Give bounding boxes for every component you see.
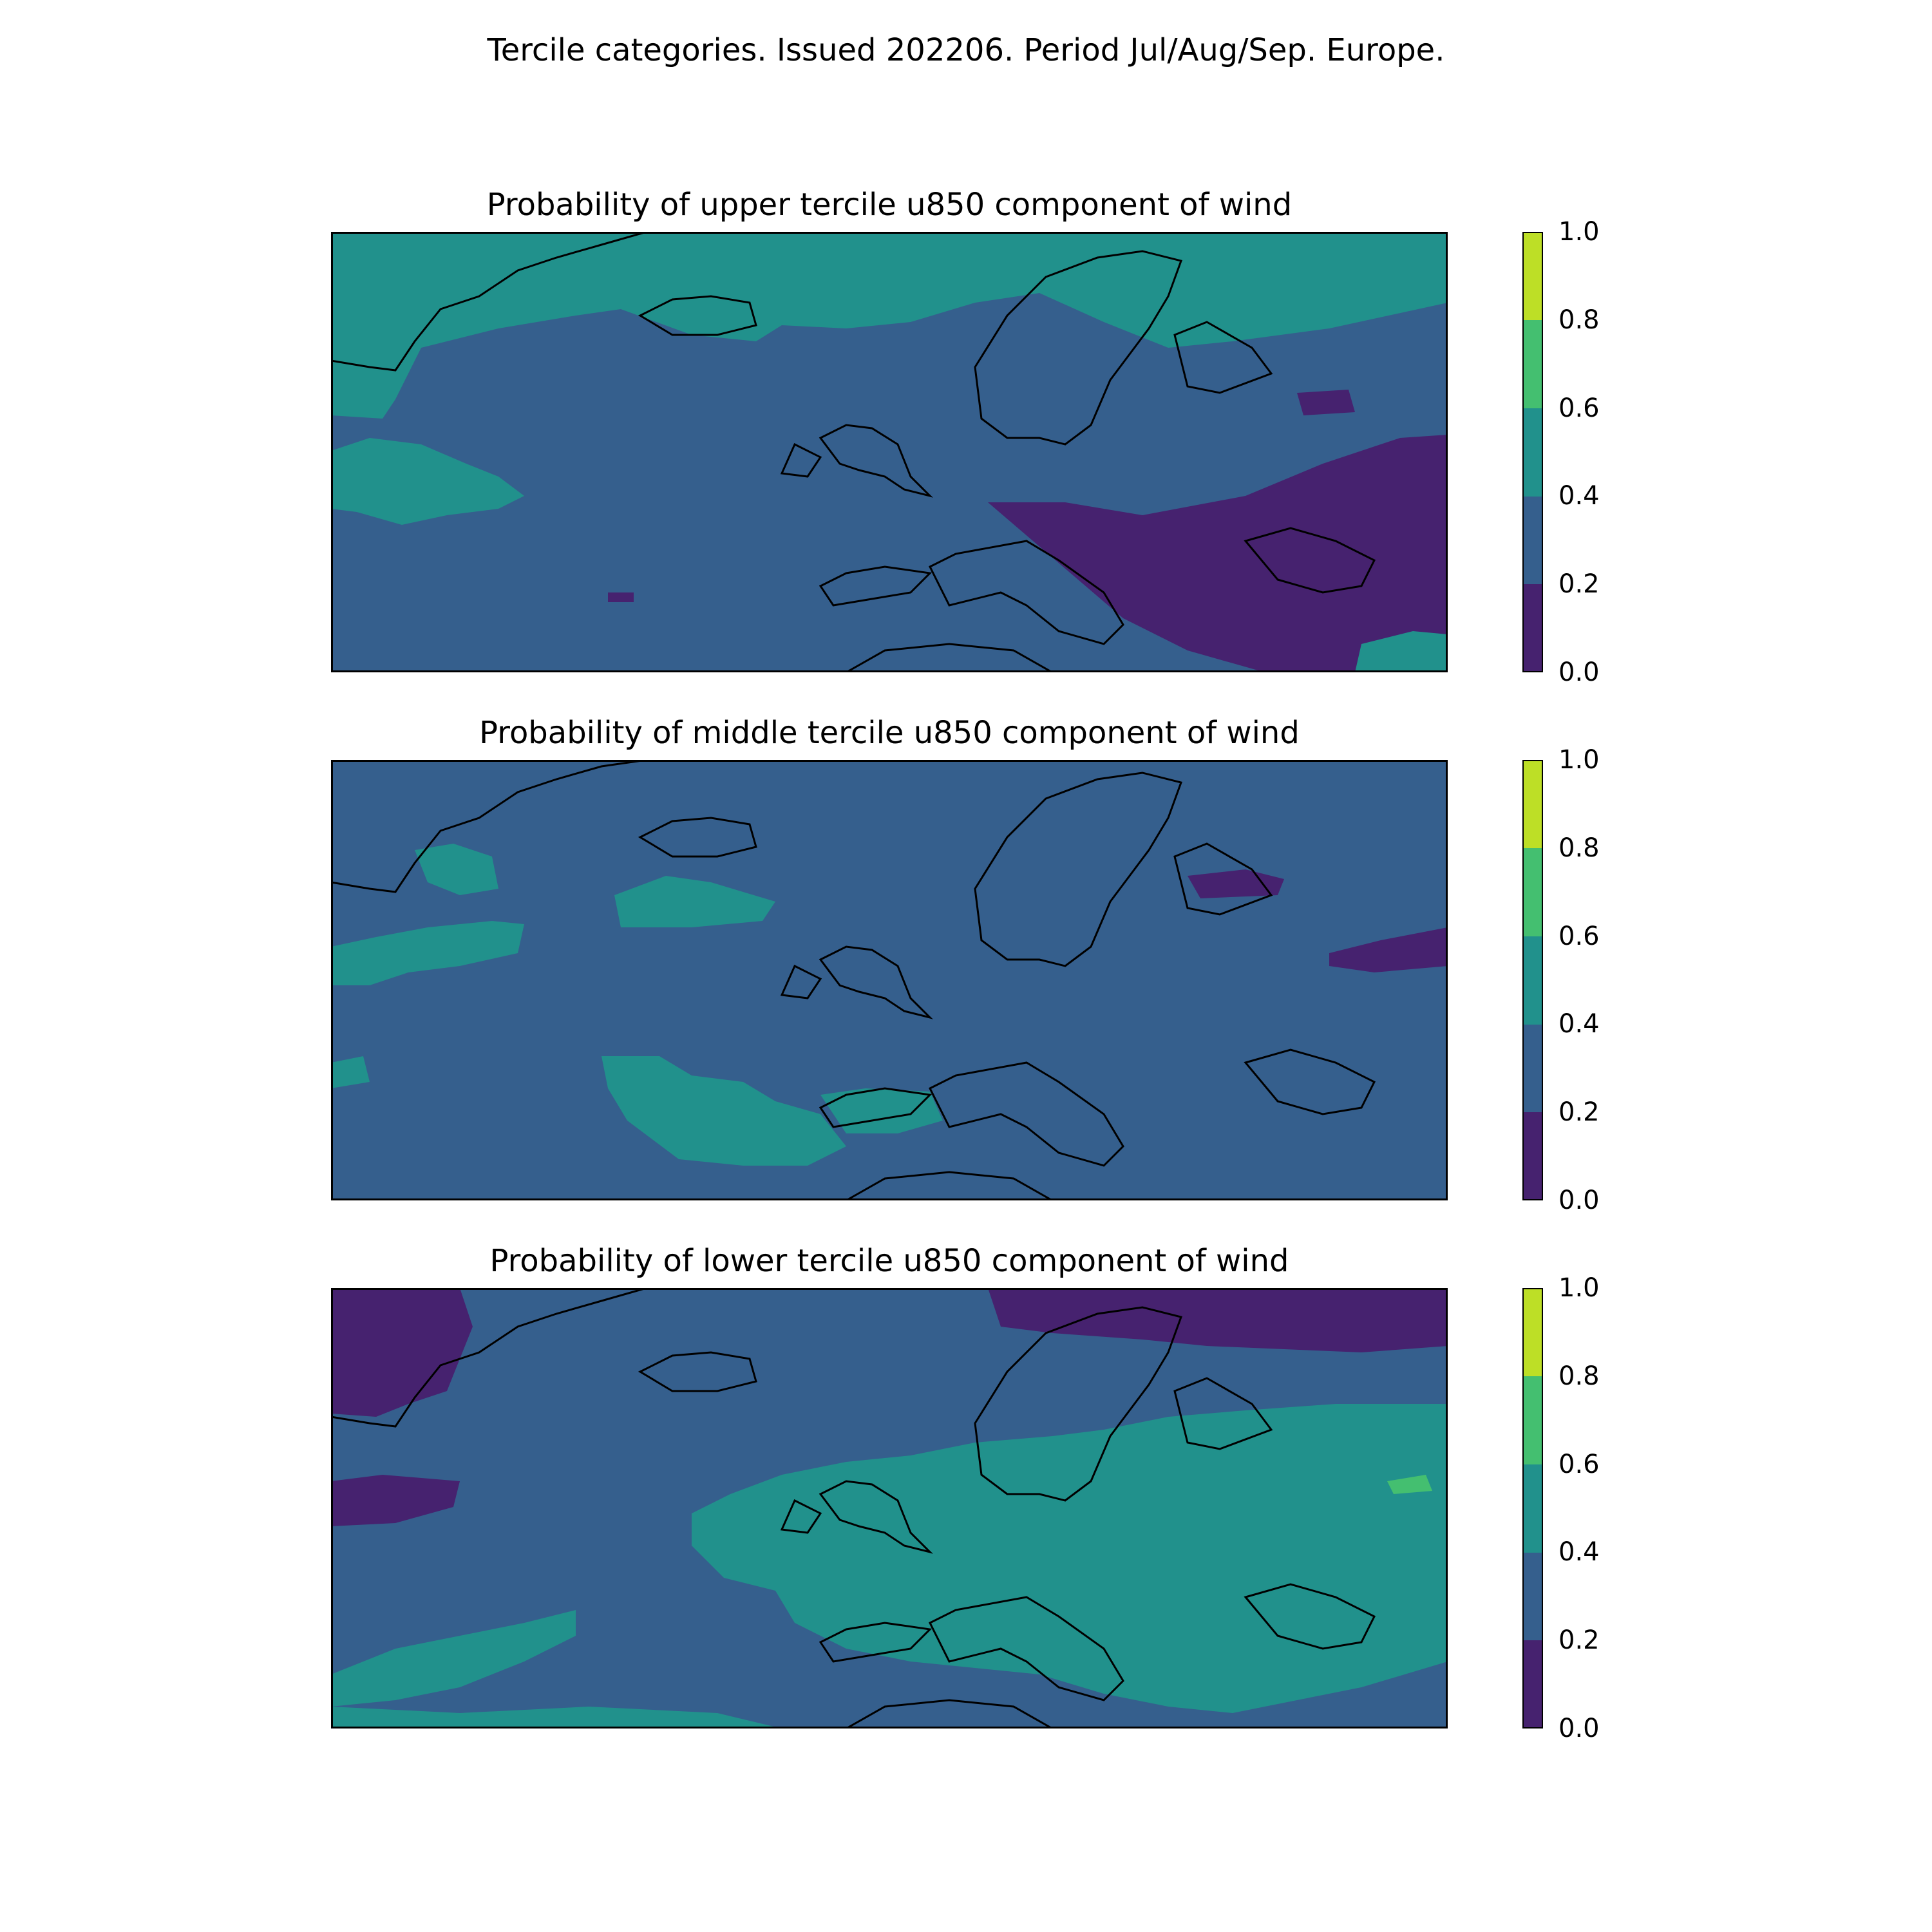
region-lower-greenland [331,1288,473,1417]
colorbar-bin-0.6-0.8 [1522,848,1543,936]
region-middle-west-patch [331,1056,370,1088]
colorbar-bin-0.6-0.8 [1522,320,1543,408]
colorbar-bin-0.6-0.8 [1522,1376,1543,1464]
colorbar-frame [1522,1288,1543,1728]
figure-suptitle: Tercile categories. Issued 202206. Perio… [487,32,1445,68]
colorbar-upper-tick: 1.0 [1558,217,1600,247]
colorbar-middle-tick: 0.4 [1558,1009,1600,1039]
colorbar-upper-tick: 0.0 [1558,658,1600,687]
colorbar-upper-tick: 0.2 [1558,569,1600,599]
region-middle-midatlantic-band [614,876,775,927]
region-upper-russia-patch [1297,390,1355,415]
region-upper-north-band [331,232,1448,419]
panel-title-lower: Probability of lower tercile u850 compon… [489,1243,1289,1279]
colorbar-bin-0.8-1.0 [1522,232,1543,320]
colorbar-bin-0.4-0.6 [1522,936,1543,1025]
colorbar-upper-tick: 0.8 [1558,305,1600,335]
panel-title-middle: Probability of middle tercile u850 compo… [479,715,1300,751]
colorbar-middle-tick: 0.8 [1558,833,1600,863]
colorbar-upper-tick: 0.6 [1558,393,1600,423]
colorbar-bin-0.2-0.4 [1522,1025,1543,1112]
region-middle-russia-patch [1188,869,1284,898]
region-middle-iberia-band [820,1088,943,1133]
colorbar-middle [1522,760,1543,1200]
region-middle-east-patch [1329,927,1448,972]
colorbar-middle-tick: 0.0 [1558,1186,1600,1215]
region-lower-russia-patch [1387,1475,1432,1494]
colorbar-bin-0.0-0.2 [1522,1640,1543,1728]
region-lower-atlantic-patch [331,1475,460,1526]
colorbar-middle-tick: 0.2 [1558,1097,1600,1127]
coastlines [331,232,1376,672]
map-middle-tercile [331,760,1448,1200]
colorbar-lower-tick: 0.2 [1558,1625,1600,1655]
colorbar-bin-0.4-0.6 [1522,408,1543,497]
region-middle-iceland-band [415,844,498,895]
colorbar-frame [1522,232,1543,672]
coastlines [331,1288,1376,1728]
coastlines [331,760,1376,1200]
region-upper-balkans-blacksea [988,435,1448,672]
region-middle-atlantic-band [331,921,524,985]
colorbar-middle-tick: 1.0 [1558,745,1600,775]
colorbar-bin-0.8-1.0 [1522,760,1543,848]
colorbar-bin-0.0-0.2 [1522,584,1543,672]
colorbar-lower-tick: 0.4 [1558,1537,1600,1567]
region-upper-east-med [1355,631,1448,672]
field-background [331,760,1448,1200]
colorbar-frame [1522,760,1543,1200]
region-lower-barents [988,1288,1448,1352]
colorbar-lower-tick: 1.0 [1558,1273,1600,1303]
map-frame [331,760,1448,1200]
map-lower-tercile [331,1288,1448,1728]
colorbar-upper-tick: 0.4 [1558,481,1600,511]
colorbar-bin-0.2-0.4 [1522,1553,1543,1640]
colorbar-bin-0.0-0.2 [1522,1112,1543,1200]
colorbar-lower-tick: 0.8 [1558,1361,1600,1391]
region-upper-atlantic-band [331,438,524,525]
map-upper-tercile [331,232,1448,672]
colorbar-bin-0.4-0.6 [1522,1464,1543,1553]
map-frame [331,1288,1448,1728]
region-lower-south-strip [331,1707,782,1728]
region-lower-subtropical [331,1610,576,1707]
region-lower-europe [692,1404,1448,1713]
colorbar-lower-tick: 0.0 [1558,1714,1600,1743]
region-upper-small-patch [608,592,634,602]
map-frame [331,232,1448,672]
region-middle-azores-band [601,1056,846,1166]
colorbar-middle-tick: 0.6 [1558,922,1600,951]
colorbar-bin-0.8-1.0 [1522,1288,1543,1376]
colorbar-bin-0.2-0.4 [1522,497,1543,584]
panel-title-upper: Probability of upper tercile u850 compon… [486,187,1293,223]
colorbar-upper [1522,232,1543,672]
colorbar-lower [1522,1288,1543,1728]
colorbar-lower-tick: 0.6 [1558,1450,1600,1479]
